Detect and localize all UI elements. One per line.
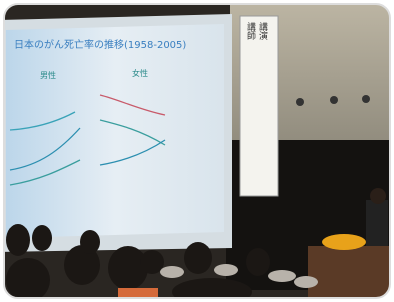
flowers — [322, 234, 366, 250]
slide — [6, 24, 224, 238]
banner-text: 講演 — [257, 21, 268, 41]
speaker-hole — [362, 95, 370, 103]
speaker-hole — [296, 98, 304, 106]
speaker-head — [370, 188, 386, 204]
banner — [240, 16, 278, 196]
photo: 日本のがん死亡率の推移(1958-2005) 男性 女性 講演 講師 — [0, 0, 394, 302]
speaker-hole — [330, 96, 338, 104]
panel-label: 男性 — [40, 70, 56, 80]
banner-text: 講師 — [245, 21, 256, 41]
panel-label: 女性 — [132, 68, 148, 78]
podium — [308, 246, 394, 302]
scene: 日本のがん死亡率の推移(1958-2005) 男性 女性 講演 講師 — [0, 0, 394, 302]
shirt — [118, 288, 158, 302]
slide-title: 日本のがん死亡率の推移(1958-2005) — [14, 38, 186, 51]
speaker-person — [366, 200, 388, 250]
